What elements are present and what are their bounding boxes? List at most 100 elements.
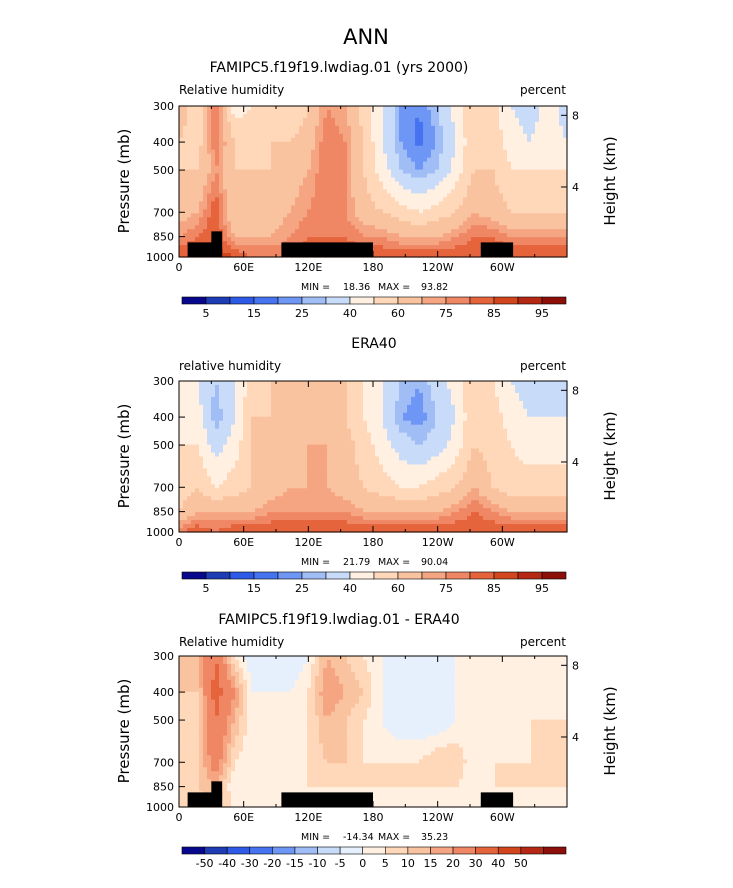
field-cell xyxy=(419,133,424,139)
field-cell xyxy=(243,141,248,147)
field-cell xyxy=(303,392,308,398)
field-cell xyxy=(311,404,316,410)
field-cell xyxy=(319,221,324,226)
field-cell xyxy=(519,424,524,430)
field-cell xyxy=(543,241,548,246)
field-cell xyxy=(191,117,196,123)
field-cell xyxy=(531,396,536,402)
field-cell xyxy=(355,129,360,135)
field-cell xyxy=(411,125,416,131)
field-cell xyxy=(431,133,436,139)
field-cell xyxy=(459,113,464,119)
field-cell xyxy=(315,177,320,183)
field-cell xyxy=(407,384,412,390)
field-cell xyxy=(559,245,564,250)
field-cell xyxy=(563,384,568,390)
field-cell xyxy=(371,400,376,406)
field-cell xyxy=(347,205,352,210)
field-cell xyxy=(295,161,300,167)
field-cell xyxy=(319,197,324,202)
field-cell xyxy=(191,193,196,198)
field-cell xyxy=(239,173,244,179)
field-cell xyxy=(451,169,456,175)
field-cell xyxy=(315,396,320,402)
field-cell xyxy=(311,117,316,123)
field-cell xyxy=(183,392,188,398)
field-cell xyxy=(439,129,444,135)
field-cell xyxy=(463,189,468,195)
field-cell xyxy=(211,213,216,218)
field-cell xyxy=(179,225,184,230)
field-cell xyxy=(439,408,444,414)
field-cell xyxy=(275,412,280,418)
field-cell xyxy=(259,388,264,394)
field-cell xyxy=(523,121,528,127)
field-cell xyxy=(203,381,208,386)
field-cell xyxy=(367,161,372,167)
field-cell xyxy=(219,408,224,414)
field-cell xyxy=(207,145,212,151)
field-cell xyxy=(507,416,512,422)
field-cell xyxy=(291,388,296,394)
field-cell xyxy=(495,408,500,414)
field-cell xyxy=(303,384,308,390)
field-cell xyxy=(551,181,556,187)
field-cell xyxy=(183,381,188,386)
field-cell xyxy=(347,237,352,242)
field-cell xyxy=(335,149,340,155)
field-cell xyxy=(411,205,416,210)
field-cell xyxy=(547,113,552,119)
field-cell xyxy=(183,241,188,246)
field-cell xyxy=(367,113,372,119)
field-cell xyxy=(551,189,556,195)
field-cell xyxy=(543,129,548,135)
field-cell xyxy=(267,113,272,119)
field-cell xyxy=(435,384,440,390)
field-cell xyxy=(291,193,296,198)
field-cell xyxy=(299,185,304,191)
field-cell xyxy=(471,381,476,386)
field-cell xyxy=(379,412,384,418)
field-cell xyxy=(507,209,512,214)
field-cell xyxy=(447,416,452,422)
field-cell xyxy=(235,201,240,206)
field-cell xyxy=(203,133,208,139)
field-cell xyxy=(343,137,348,143)
field-cell xyxy=(195,153,200,159)
field-cell xyxy=(507,189,512,195)
field-cell xyxy=(235,169,240,175)
field-cell xyxy=(287,225,292,230)
field-cell xyxy=(263,153,268,159)
field-cell xyxy=(503,233,508,238)
field-cell xyxy=(195,106,200,111)
field-cell xyxy=(187,381,192,386)
field-cell xyxy=(291,420,296,426)
field-cell xyxy=(555,237,560,242)
field-cell xyxy=(455,237,460,242)
field-cell xyxy=(307,217,312,222)
field-cell xyxy=(507,225,512,230)
field-cell xyxy=(491,408,496,414)
field-cell xyxy=(547,125,552,131)
field-cell xyxy=(331,233,336,238)
field-cell xyxy=(355,157,360,163)
field-cell xyxy=(475,165,480,171)
field-cell xyxy=(355,209,360,214)
field-cell xyxy=(419,189,424,195)
field-cell xyxy=(355,396,360,402)
field-cell xyxy=(383,109,388,115)
field-cell xyxy=(327,416,332,422)
field-cell xyxy=(463,193,468,198)
field-cell xyxy=(527,141,532,147)
field-cell xyxy=(455,229,460,234)
field-cell xyxy=(379,181,384,187)
field-cell xyxy=(511,404,516,410)
field-cell xyxy=(527,137,532,143)
field-cell xyxy=(343,213,348,218)
field-cell xyxy=(323,193,328,198)
field-cell xyxy=(427,153,432,159)
field-cell xyxy=(495,137,500,143)
field-cell xyxy=(239,149,244,155)
field-cell xyxy=(543,392,548,398)
field-cell xyxy=(539,209,544,214)
